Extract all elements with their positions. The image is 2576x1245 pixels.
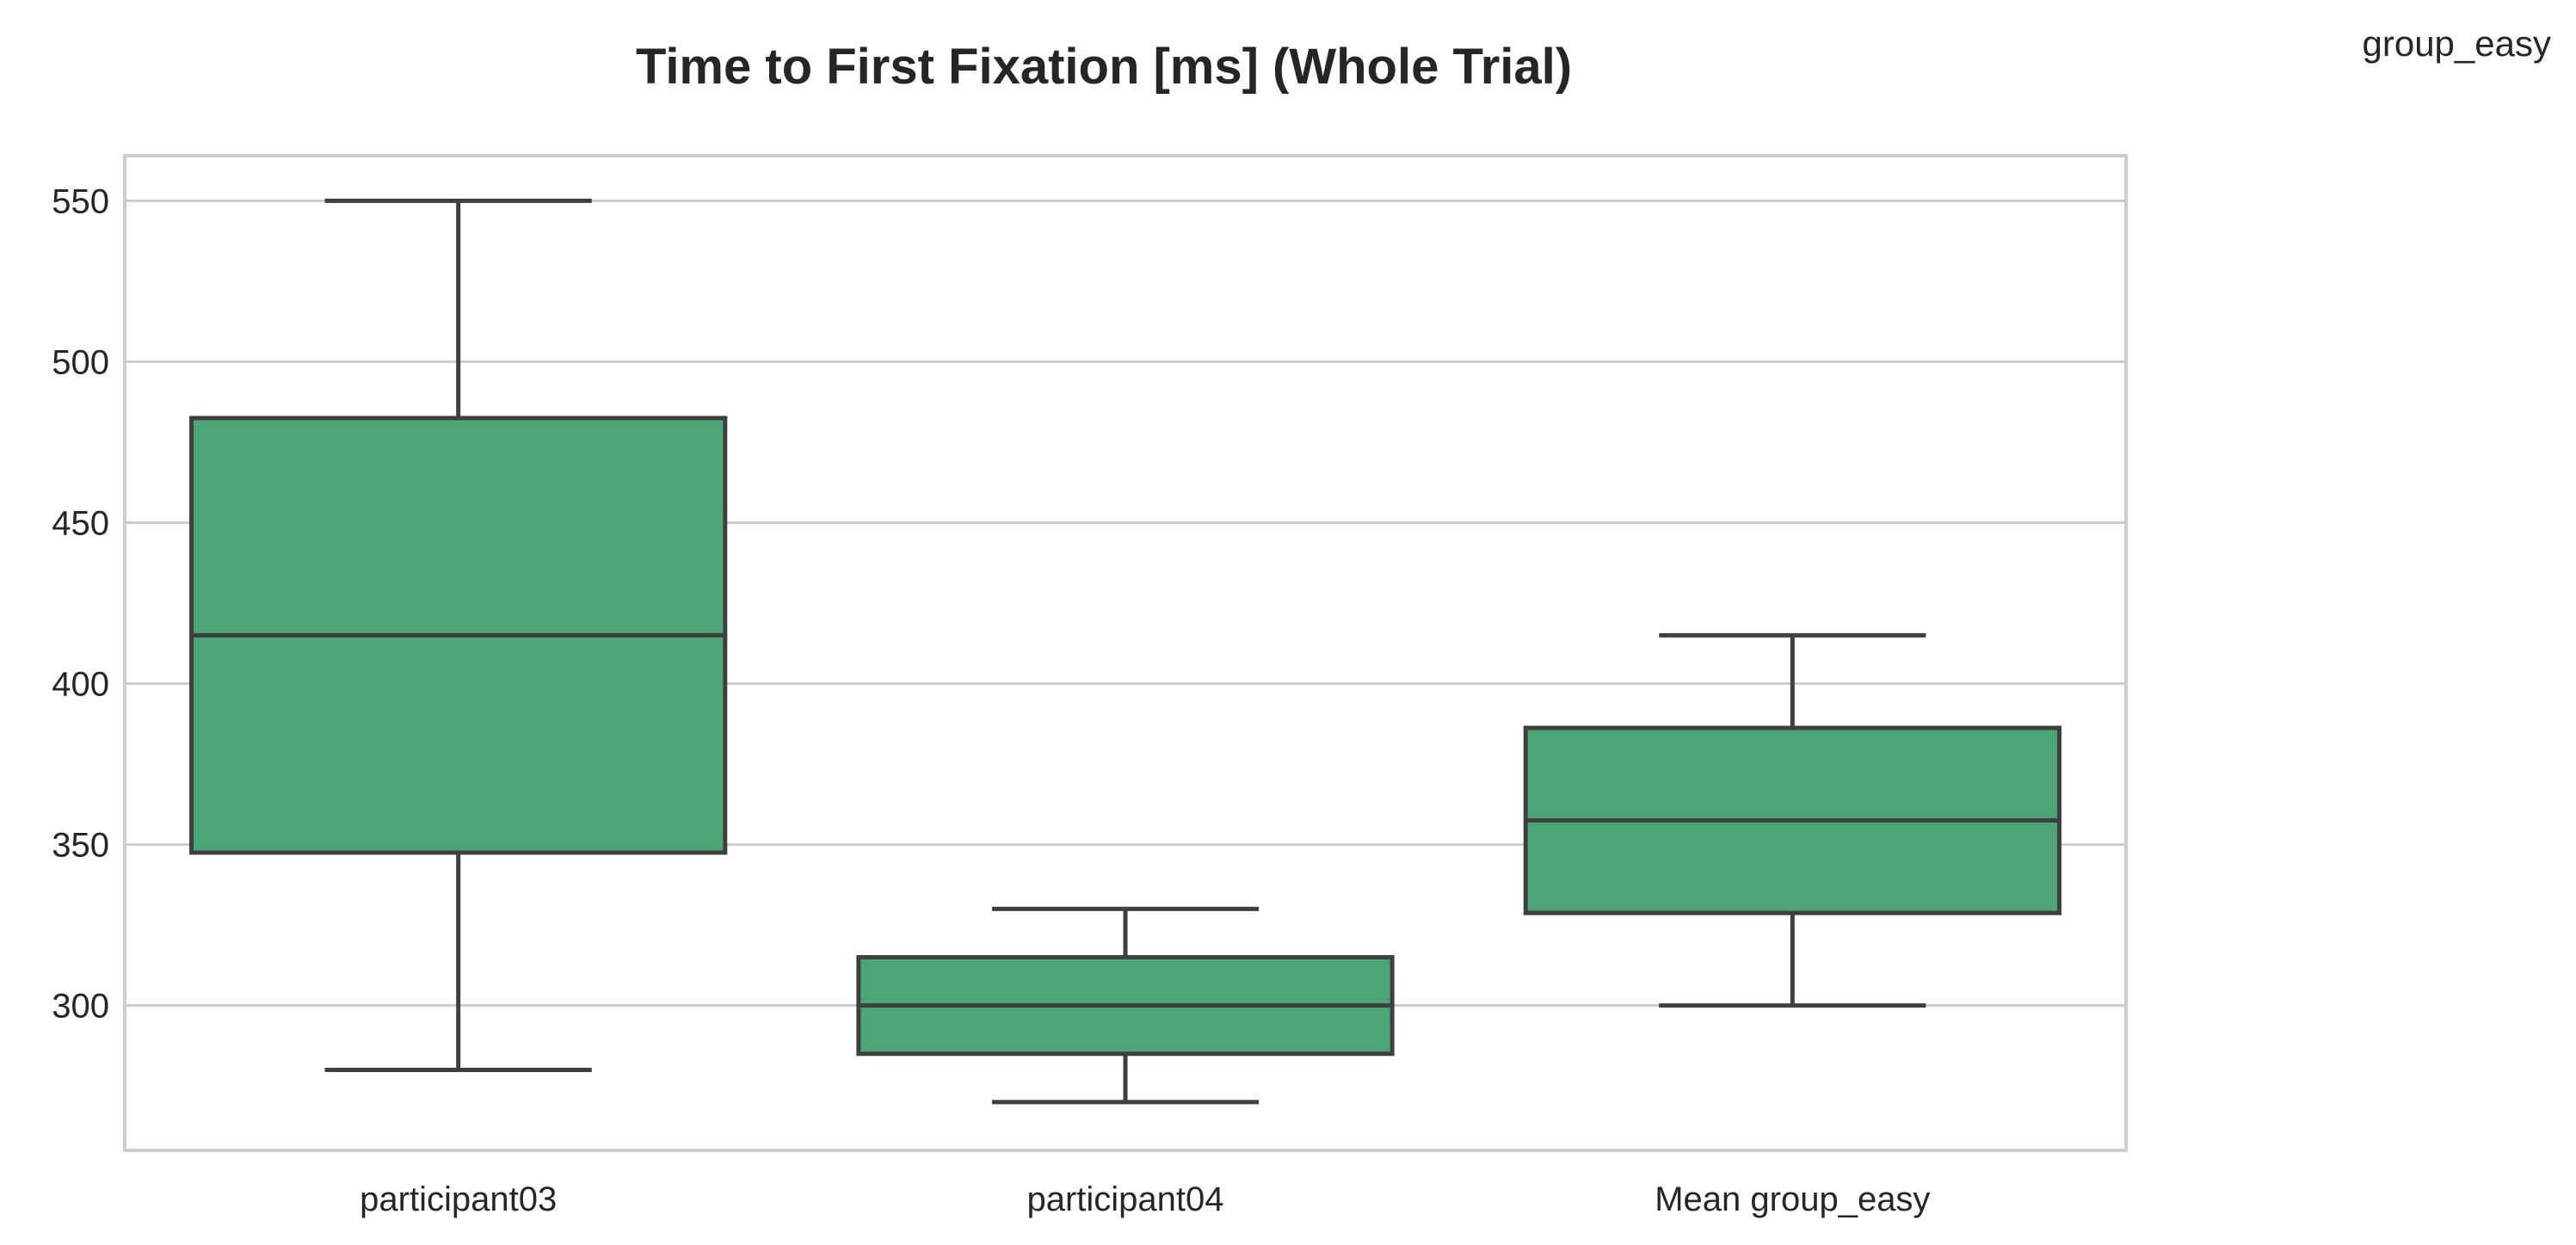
x-tick-label: participant03 bbox=[360, 1180, 557, 1218]
box-2 bbox=[1523, 632, 2061, 1008]
x-tick-label: participant04 bbox=[1026, 1180, 1223, 1218]
y-tick-label: 500 bbox=[52, 343, 109, 381]
chart-title: Time to First Fixation [ms] (Whole Trial… bbox=[636, 39, 1572, 95]
y-tick-label: 300 bbox=[52, 988, 109, 1026]
boxes bbox=[189, 198, 2061, 1105]
box-0 bbox=[189, 198, 728, 1072]
x-axis-ticks: participant03 participant04 Mean group_eas… bbox=[360, 1180, 1930, 1218]
y-tick-label: 400 bbox=[52, 666, 109, 704]
y-tick-label: 450 bbox=[52, 504, 109, 542]
y-tick-label: 350 bbox=[52, 827, 109, 865]
plot-frame bbox=[123, 154, 2128, 1152]
y-tick-label: 550 bbox=[52, 182, 109, 220]
box-1 bbox=[856, 906, 1395, 1105]
legend-title: group_easy bbox=[2363, 23, 2552, 64]
y-axis-ticks: 300 350 400 450 500 550 bbox=[52, 182, 109, 1025]
x-tick-label: Mean group_easy bbox=[1655, 1180, 1930, 1218]
